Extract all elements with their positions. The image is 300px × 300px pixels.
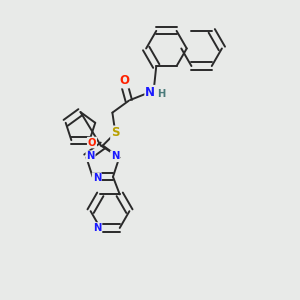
- Text: N: N: [93, 173, 101, 183]
- Text: N: N: [111, 151, 119, 161]
- Text: O: O: [88, 137, 96, 148]
- Text: N: N: [145, 86, 155, 99]
- Text: O: O: [119, 74, 129, 88]
- Text: H: H: [157, 89, 165, 99]
- Text: N: N: [86, 151, 95, 161]
- Text: S: S: [111, 126, 120, 140]
- Text: N: N: [93, 223, 101, 233]
